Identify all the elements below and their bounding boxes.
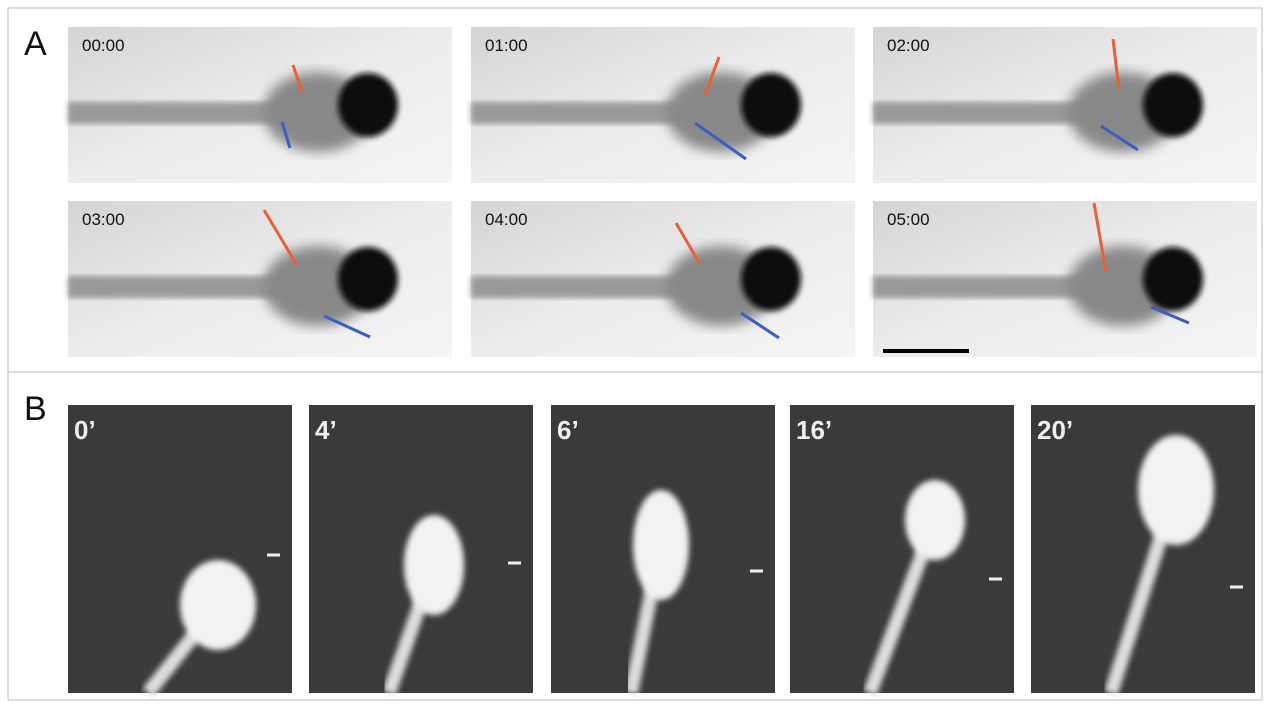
figure: A B 00:00 01:00 02:00 03:00 04:00 05:00 0’ 4’ 6… [0, 0, 1270, 706]
time-label: 20’ [1037, 415, 1073, 445]
growth-cone-core [741, 247, 801, 311]
time-label: 03:00 [82, 210, 125, 229]
time-label: 0’ [74, 415, 96, 445]
growth-cone [1138, 435, 1214, 545]
growth-cone-core [741, 73, 801, 137]
panel-label: A [24, 25, 47, 63]
growth-cone [633, 490, 689, 600]
page: {"panels": [ {"label": "A", "frames": ["… [0, 0, 1270, 706]
time-label: 05:00 [887, 210, 930, 229]
time-label: 04:00 [485, 210, 528, 229]
growth-cone-core [338, 73, 398, 137]
growth-cone [905, 480, 965, 560]
growth-cone-core [338, 247, 398, 311]
panel-a-frames: 00:00 01:00 02:00 03:00 04:00 05:00 [68, 27, 1257, 357]
growth-cone [404, 515, 464, 615]
time-label: 6’ [557, 415, 579, 445]
time-label: 16’ [796, 415, 832, 445]
time-label: 02:00 [887, 36, 930, 55]
growth-cone [180, 560, 256, 650]
panel-b-frames: 0’ 4’ 6’ 16’ 20’ [68, 405, 1255, 693]
micrograph [790, 405, 1014, 693]
panel-label: B [24, 390, 47, 428]
growth-cone-core [1143, 73, 1203, 137]
growth-cone-core [1143, 247, 1203, 311]
time-label: 01:00 [485, 36, 528, 55]
time-label: 4’ [315, 415, 337, 445]
micrograph [1031, 405, 1255, 693]
time-label: 00:00 [82, 36, 125, 55]
